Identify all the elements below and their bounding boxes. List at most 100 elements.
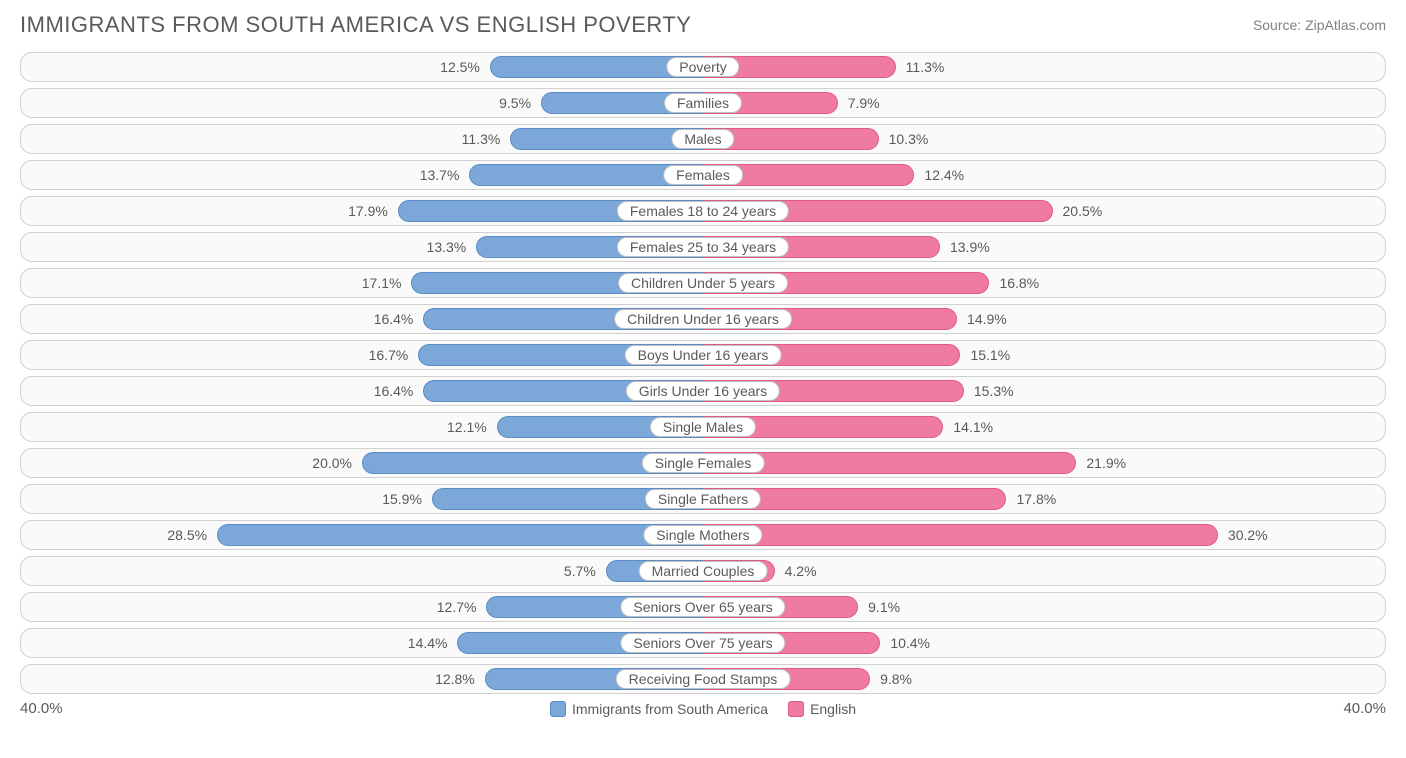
category-label: Married Couples: [639, 561, 768, 581]
chart-row: 13.7% 12.4% Females: [20, 160, 1386, 190]
right-value-label: 30.2%: [1218, 527, 1278, 543]
row-right-half: 9.8%: [703, 665, 1385, 693]
row-left-half: 12.7%: [21, 593, 703, 621]
left-value-label: 28.5%: [157, 527, 217, 543]
chart-row: 11.3%10.3%Males: [20, 124, 1386, 154]
legend-item-left: Immigrants from South America: [550, 701, 768, 717]
legend-label-right: English: [810, 701, 856, 717]
right-value-label: 14.1%: [943, 419, 1003, 435]
category-label: Single Fathers: [645, 489, 761, 509]
row-left-half: 28.5%: [21, 521, 703, 549]
left-value-label: 16.4%: [364, 383, 424, 399]
row-left-half: 17.9%: [21, 197, 703, 225]
category-label: Single Females: [642, 453, 765, 473]
row-right-half: 7.9%: [703, 89, 1385, 117]
left-value-label: 16.4%: [364, 311, 424, 327]
category-label: Poverty: [666, 57, 739, 77]
left-value-label: 20.0%: [302, 455, 362, 471]
row-left-half: 9.5%: [21, 89, 703, 117]
legend: Immigrants from South America English: [550, 701, 856, 717]
chart-row: 13.3% 13.9% Females 25 to 34 years: [20, 232, 1386, 262]
left-value-label: 12.5%: [430, 59, 490, 75]
chart-row: 17.1%16.8%Children Under 5 years: [20, 268, 1386, 298]
category-label: Boys Under 16 years: [625, 345, 782, 365]
right-value-label: 9.1%: [858, 599, 910, 615]
chart-row: 16.4% 14.9% Children Under 16 years: [20, 304, 1386, 334]
row-left-half: 17.1%: [21, 269, 703, 297]
row-right-half: 14.9%: [703, 305, 1385, 333]
chart-title: IMMIGRANTS FROM SOUTH AMERICA VS ENGLISH…: [20, 12, 691, 38]
category-label: Females: [663, 165, 743, 185]
row-right-half: 11.3%: [703, 53, 1385, 81]
right-value-label: 7.9%: [838, 95, 890, 111]
category-label: Children Under 16 years: [614, 309, 792, 329]
row-right-half: 13.9%: [703, 233, 1385, 261]
legend-swatch-right: [788, 701, 804, 717]
category-label: Receiving Food Stamps: [616, 669, 791, 689]
right-value-label: 12.4%: [914, 167, 974, 183]
chart-row: 12.5% 11.3%Poverty: [20, 52, 1386, 82]
category-label: Females 25 to 34 years: [617, 237, 789, 257]
left-value-label: 17.1%: [352, 275, 412, 291]
chart-row: 16.4% 15.3% Girls Under 16 years: [20, 376, 1386, 406]
category-label: Seniors Over 75 years: [620, 633, 785, 653]
chart-row: 14.4%10.4%Seniors Over 75 years: [20, 628, 1386, 658]
left-bar: [217, 524, 703, 546]
chart-row: 12.8% 9.8% Receiving Food Stamps: [20, 664, 1386, 694]
left-value-label: 15.9%: [372, 491, 432, 507]
row-right-half: 21.9%: [703, 449, 1385, 477]
left-value-label: 13.3%: [417, 239, 477, 255]
right-bar: [703, 524, 1218, 546]
left-value-label: 11.3%: [452, 131, 511, 147]
row-right-half: 20.5%: [703, 197, 1385, 225]
row-left-half: 13.3%: [21, 233, 703, 261]
row-left-half: 20.0%: [21, 449, 703, 477]
left-value-label: 5.7%: [554, 563, 606, 579]
source-name: ZipAtlas.com: [1305, 17, 1386, 33]
category-label: Girls Under 16 years: [626, 381, 780, 401]
right-value-label: 9.8%: [870, 671, 922, 687]
chart-rows-container: 12.5%11.3%Poverty9.5%7.9%Families11.3%10…: [20, 52, 1386, 694]
row-left-half: 12.8%: [21, 665, 703, 693]
chart-row: 12.7%9.1%Seniors Over 65 years: [20, 592, 1386, 622]
row-left-half: 14.4%: [21, 629, 703, 657]
left-value-label: 12.1%: [437, 419, 497, 435]
chart-row: 20.0% 21.9% Single Females: [20, 448, 1386, 478]
chart-footer: 40.0% Immigrants from South America Engl…: [20, 700, 1386, 717]
left-value-label: 9.5%: [489, 95, 541, 111]
source-prefix: Source:: [1253, 17, 1305, 33]
right-value-label: 15.3%: [964, 383, 1024, 399]
row-right-half: 15.1%: [703, 341, 1385, 369]
row-right-half: 9.1%: [703, 593, 1385, 621]
right-value-label: 15.1%: [960, 347, 1020, 363]
row-left-half: 5.7%: [21, 557, 703, 585]
category-label: Females 18 to 24 years: [617, 201, 789, 221]
row-left-half: 16.4%: [21, 305, 703, 333]
row-right-half: 4.2%: [703, 557, 1385, 585]
chart-row: 28.5% 30.2% Single Mothers: [20, 520, 1386, 550]
row-left-half: 13.7%: [21, 161, 703, 189]
chart-row: 15.9% 17.8%Single Fathers: [20, 484, 1386, 514]
right-value-label: 10.3%: [879, 131, 939, 147]
right-value-label: 14.9%: [957, 311, 1017, 327]
category-label: Single Mothers: [643, 525, 762, 545]
right-value-label: 21.9%: [1076, 455, 1136, 471]
row-left-half: 12.1%: [21, 413, 703, 441]
category-label: Families: [664, 93, 742, 113]
left-value-label: 12.8%: [425, 671, 485, 687]
chart-row: 16.7% 15.1% Boys Under 16 years: [20, 340, 1386, 370]
legend-item-right: English: [788, 701, 856, 717]
right-value-label: 20.5%: [1053, 203, 1113, 219]
chart-source: Source: ZipAtlas.com: [1253, 17, 1386, 33]
row-right-half: 17.8%: [703, 485, 1385, 513]
left-value-label: 13.7%: [410, 167, 470, 183]
row-right-half: 10.4%: [703, 629, 1385, 657]
axis-right-max: 40.0%: [1343, 700, 1386, 717]
row-left-half: 12.5%: [21, 53, 703, 81]
category-label: Single Males: [650, 417, 756, 437]
category-label: Children Under 5 years: [618, 273, 788, 293]
right-value-label: 13.9%: [940, 239, 1000, 255]
left-value-label: 17.9%: [338, 203, 398, 219]
left-value-label: 16.7%: [359, 347, 419, 363]
row-left-half: 16.7%: [21, 341, 703, 369]
